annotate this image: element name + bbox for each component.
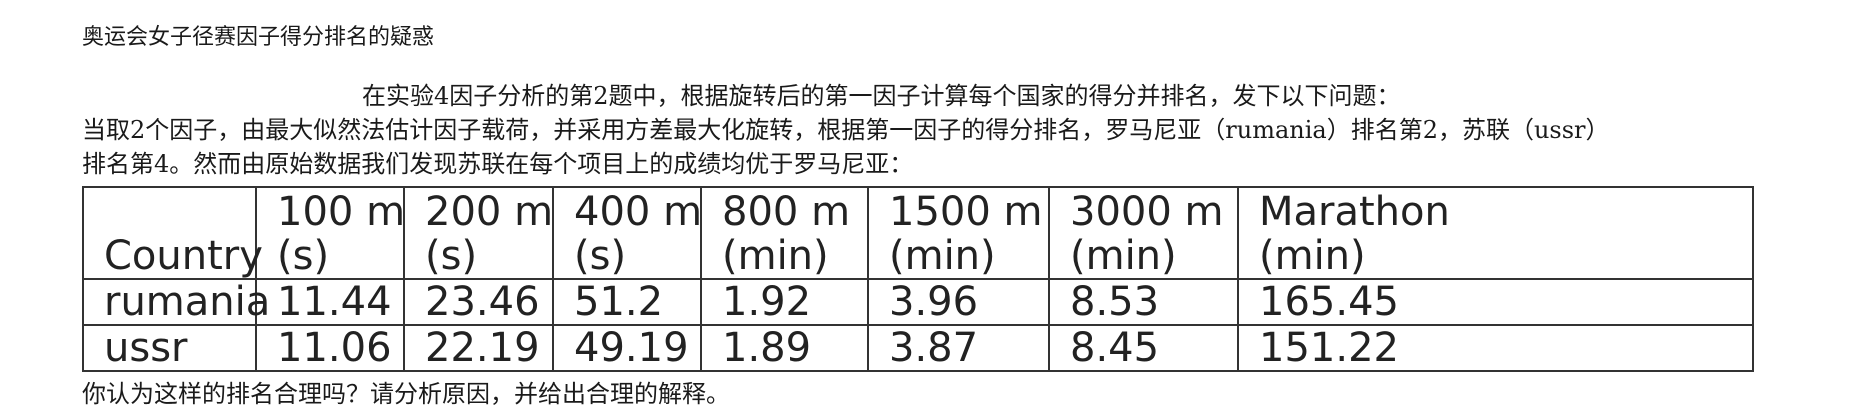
header-line1: 100 m	[277, 189, 406, 235]
paragraph-observation: 排名第4。然而由原始数据我们发现苏联在每个项目上的成绩均优于罗马尼亚：	[82, 150, 914, 178]
header-400m: 400 m (s)	[552, 186, 703, 280]
header-line2: (s)	[574, 233, 627, 279]
table-cell: 8.53	[1048, 278, 1239, 326]
table-cell: 3.87	[867, 324, 1050, 372]
table-cell: rumania	[82, 278, 270, 326]
table-cell: 1.89	[700, 324, 869, 372]
header-200m: 200 m (s)	[403, 186, 554, 280]
paragraph-question: 你认为这样的排名合理吗？请分析原因，并给出合理的解释。	[82, 380, 730, 408]
header-line2: (min)	[889, 233, 996, 279]
table-row: ussr 11.06 22.19 49.19 1.89 3.87 8.45 15…	[82, 324, 1754, 372]
header-line2: Country	[104, 233, 263, 279]
header-line1: 3000 m	[1070, 189, 1224, 235]
table-cell: 165.45	[1237, 278, 1754, 326]
header-line2: (min)	[1070, 233, 1177, 279]
header-line2: (min)	[1259, 233, 1366, 279]
header-800m: 800 m (min)	[700, 186, 869, 280]
table-cell: ussr	[82, 324, 257, 372]
page-title: 奥运会女子径赛因子得分排名的疑惑	[82, 25, 435, 50]
header-3000m: 3000 m (min)	[1048, 186, 1239, 280]
table-cell: 22.19	[403, 324, 554, 372]
table-header-row: Country 100 m (s) 200 m (s) 400 m (s) 80…	[82, 186, 1754, 280]
table-cell: 51.2	[552, 278, 702, 326]
table-cell: 3.96	[867, 278, 1050, 326]
data-table: Country 100 m (s) 200 m (s) 400 m (s) 80…	[82, 186, 1754, 372]
header-line2: (s)	[277, 233, 330, 279]
header-100m: 100 m (s)	[255, 186, 406, 280]
paragraph-method: 当取2个因子，由最大似然法估计因子载荷，并采用方差最大化旋转，根据第一因子的得分…	[82, 116, 1610, 144]
header-line1: 1500 m	[889, 189, 1043, 235]
header-country: Country	[82, 186, 263, 280]
table-cell: 11.06	[255, 324, 405, 372]
paragraph-intro: 在实验4因子分析的第2题中，根据旋转后的第一因子计算每个国家的得分并排名，发下以…	[362, 82, 1401, 110]
header-line2: (min)	[722, 233, 829, 279]
header-line1: 400 m	[574, 189, 703, 235]
table-row: rumania 11.44 23.46 51.2 1.92 3.96 8.53 …	[82, 278, 1754, 326]
table-cell: 1.92	[700, 278, 869, 326]
table-cell: 11.44	[255, 278, 405, 326]
header-1500m: 1500 m (min)	[867, 186, 1050, 280]
table-cell: 8.45	[1048, 324, 1239, 372]
table-cell: 23.46	[403, 278, 554, 326]
header-line1: 800 m	[722, 189, 851, 235]
header-line1: 200 m	[425, 189, 554, 235]
header-line1: Marathon	[1259, 189, 1450, 235]
header-line2: (s)	[425, 233, 478, 279]
table-cell: 49.19	[552, 324, 702, 372]
header-marathon: Marathon (min)	[1237, 186, 1754, 280]
table-cell: 151.22	[1237, 324, 1754, 372]
